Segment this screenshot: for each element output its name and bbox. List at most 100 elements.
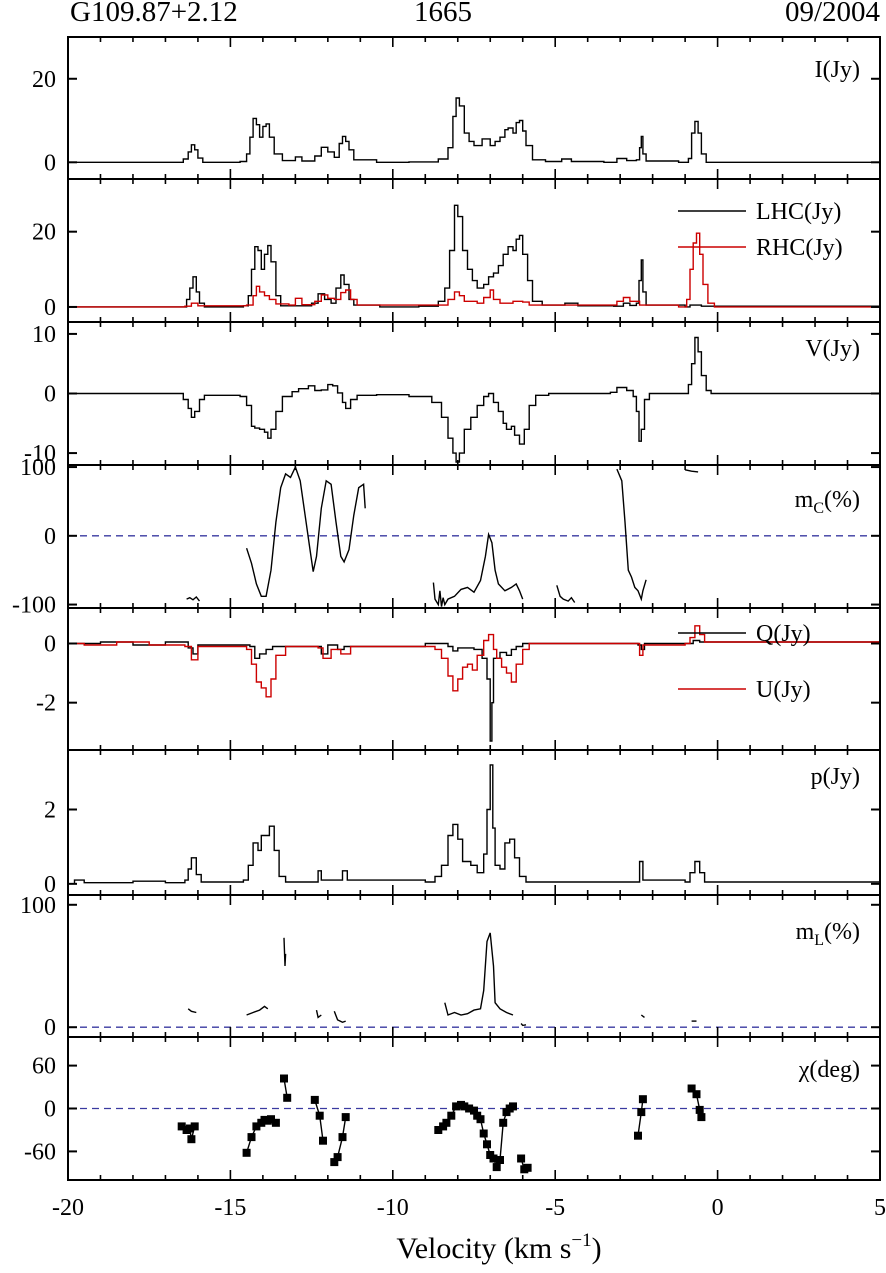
data-point	[479, 1129, 488, 1138]
data-point	[190, 1122, 199, 1131]
data-point	[185, 1124, 194, 1133]
y-tick-label: 0	[44, 1015, 56, 1041]
transition-frequency: 1665	[414, 0, 472, 28]
series-group	[68, 336, 880, 463]
data-point	[187, 1135, 196, 1144]
y-tick-label: 60	[32, 1054, 56, 1080]
data-point	[283, 1093, 292, 1102]
data-point	[697, 1113, 706, 1122]
data-point	[315, 1111, 324, 1120]
series-8-line	[637, 1099, 644, 1136]
observation-date: 09/2004	[784, 0, 880, 28]
series-group	[177, 1074, 706, 1174]
panel-label: V(Jy)	[805, 336, 860, 362]
series-6-line	[444, 932, 514, 1016]
x-tick-label: 5	[874, 1195, 886, 1221]
y-tick-label: 100	[20, 455, 56, 481]
series-5-line	[333, 1011, 346, 1024]
panel-label: mL(%)	[796, 919, 860, 949]
series-rhc-jy-line	[68, 232, 880, 308]
panel-2: 0 20 LHC(Jy) RHC(Jy)	[32, 178, 881, 323]
legend-label: LHC(Jy)	[756, 199, 841, 225]
data-point	[242, 1148, 251, 1157]
y-tick-label: -60	[24, 1139, 56, 1165]
series-group	[68, 625, 880, 742]
y-tick-label: 20	[32, 67, 56, 93]
y-tick-label: 0	[44, 632, 56, 658]
y-tick-label: 2	[44, 797, 56, 823]
data-point	[489, 1154, 498, 1163]
series-8-line	[640, 1014, 645, 1018]
source-name: G109.87+2.12	[70, 0, 238, 28]
data-point	[271, 1118, 280, 1127]
panel-3: -10 0 10 V(Jy)	[24, 321, 881, 467]
y-tick-label: -10	[24, 441, 56, 467]
panel-frame	[67, 894, 881, 1038]
x-tick-label: -15	[214, 1195, 246, 1221]
y-tick-label: -100	[12, 593, 56, 619]
series-4-line	[556, 585, 576, 603]
legend-label: Q(Jy)	[756, 621, 811, 647]
data-point	[247, 1133, 256, 1142]
series-7-line	[520, 1023, 527, 1027]
panel-label: p(Jy)	[811, 764, 860, 790]
series-3-line	[432, 531, 524, 607]
data-point	[509, 1102, 517, 1111]
panel-8: -60 0 60 χ(deg)	[24, 1036, 881, 1181]
series-4-line	[314, 1099, 324, 1141]
series-group	[68, 764, 880, 885]
y-tick-label: 20	[32, 220, 56, 246]
x-axis-title: Velocity (km s−1)	[396, 1230, 601, 1265]
x-tick-label: 0	[712, 1195, 724, 1221]
y-tick-label: 0	[44, 1097, 56, 1123]
panel-label: χ(deg)	[798, 1057, 860, 1083]
series-group	[187, 932, 697, 1027]
data-point	[492, 1163, 501, 1172]
series-5-line	[616, 468, 647, 602]
y-tick-label: 0	[44, 382, 56, 408]
data-point	[452, 1102, 461, 1111]
data-point	[499, 1118, 508, 1127]
data-point	[177, 1122, 186, 1131]
panel-label: I(Jy)	[815, 57, 860, 83]
data-point	[341, 1113, 350, 1122]
data-point	[637, 1108, 646, 1117]
data-point	[465, 1104, 474, 1113]
y-tick-label: 100	[20, 893, 56, 919]
series-2-line	[246, 1005, 269, 1016]
series-1-line	[68, 764, 880, 885]
data-point	[476, 1115, 485, 1124]
series-group	[68, 204, 880, 308]
data-point	[252, 1122, 261, 1131]
series-4-line	[315, 1009, 322, 1019]
data-point	[483, 1140, 491, 1149]
data-point	[310, 1095, 319, 1104]
panel-label: mC(%)	[795, 487, 860, 517]
panel-4: -100 0 100 mC(%)	[12, 455, 881, 619]
panel-1: 0 20 I(Jy)	[32, 36, 881, 180]
panel-7: 0 100 mL(%)	[20, 893, 881, 1041]
panel-frame	[67, 36, 881, 180]
data-point	[695, 1105, 704, 1114]
data-point	[517, 1154, 526, 1163]
data-point	[447, 1111, 456, 1120]
y-tick-label: -2	[36, 691, 56, 717]
data-point	[267, 1115, 275, 1124]
data-point	[330, 1158, 339, 1167]
data-point	[638, 1095, 647, 1104]
series-1-line	[68, 336, 880, 463]
data-point	[442, 1118, 451, 1127]
series-lhc-jy-line	[68, 204, 880, 308]
x-tick-label: -20	[52, 1195, 84, 1221]
panel-6: 0 2 p(Jy)	[44, 749, 881, 898]
series-1-line	[186, 595, 201, 602]
x-tick-label: -10	[377, 1195, 409, 1221]
series-1-line	[187, 1008, 197, 1014]
data-point	[338, 1133, 347, 1142]
data-point	[434, 1126, 443, 1134]
y-tick-label: 0	[44, 872, 56, 898]
series-1-line	[68, 97, 880, 163]
series-2-line	[245, 465, 366, 597]
